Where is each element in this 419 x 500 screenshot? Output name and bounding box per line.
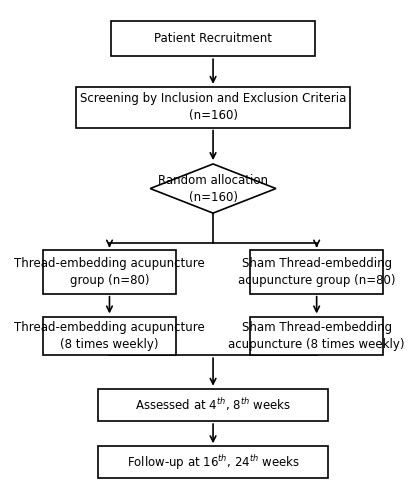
FancyBboxPatch shape xyxy=(43,250,176,294)
Text: Thread-embedding acupuncture
(8 times weekly): Thread-embedding acupuncture (8 times we… xyxy=(14,321,205,351)
Text: Screening by Inclusion and Exclusion Criteria
(n=160): Screening by Inclusion and Exclusion Cri… xyxy=(80,92,346,122)
FancyBboxPatch shape xyxy=(98,389,328,421)
FancyBboxPatch shape xyxy=(43,317,176,355)
FancyBboxPatch shape xyxy=(250,317,383,355)
Text: Random allocation
(n=160): Random allocation (n=160) xyxy=(158,174,268,204)
Text: Assessed at 4$^{th}$, 8$^{th}$ weeks: Assessed at 4$^{th}$, 8$^{th}$ weeks xyxy=(135,396,291,413)
FancyBboxPatch shape xyxy=(76,88,350,128)
FancyBboxPatch shape xyxy=(111,21,315,57)
Text: Patient Recruitment: Patient Recruitment xyxy=(154,32,272,45)
FancyBboxPatch shape xyxy=(98,446,328,478)
FancyBboxPatch shape xyxy=(250,250,383,294)
Text: Thread-embedding acupuncture
group (n=80): Thread-embedding acupuncture group (n=80… xyxy=(14,257,205,287)
Polygon shape xyxy=(150,164,276,213)
Text: Sham Thread-embedding
acupuncture group (n=80): Sham Thread-embedding acupuncture group … xyxy=(238,257,396,287)
Text: Sham Thread-embedding
acupuncture (8 times weekly): Sham Thread-embedding acupuncture (8 tim… xyxy=(228,321,405,351)
Text: Follow-up at 16$^{th}$, 24$^{th}$ weeks: Follow-up at 16$^{th}$, 24$^{th}$ weeks xyxy=(127,453,300,472)
